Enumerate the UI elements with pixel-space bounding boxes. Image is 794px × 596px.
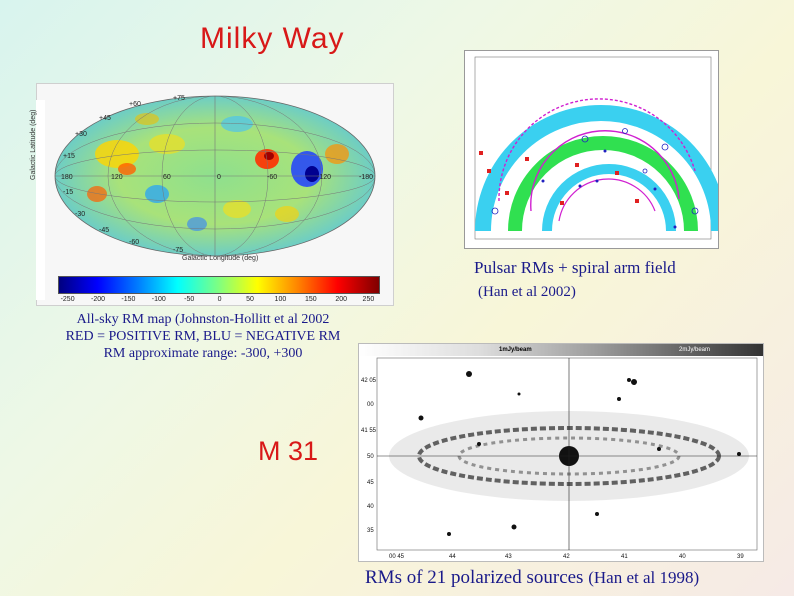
allsky-map-graphic: +75 +60 +45 +30 +15 -15 -30 -45 -60 -75 … xyxy=(54,95,376,257)
m31-beam-scale xyxy=(359,344,763,356)
rm-colorbar xyxy=(58,276,380,294)
allsky-caption-line3: RM approximate range: -300, +300 xyxy=(103,346,303,361)
dec-tick: 00 xyxy=(367,402,374,408)
lat-tick: +15 xyxy=(63,153,75,160)
ra-tick: 41 xyxy=(621,554,628,560)
lon-tick: 180 xyxy=(61,174,73,181)
pulsar-caption: Pulsar RMs + spiral arm field xyxy=(474,258,676,277)
lon-tick: 0 xyxy=(217,174,221,181)
colorbar-tick: -250 xyxy=(60,296,75,303)
colorbar-tick: 250 xyxy=(362,296,375,303)
dec-tick: 50 xyxy=(367,454,374,460)
dec-tick: 40 xyxy=(367,504,374,510)
colorbar-tick: -150 xyxy=(121,296,136,303)
dec-tick: 45 xyxy=(367,480,374,486)
lon-tick: -180 xyxy=(359,174,373,181)
ra-tick: 40 xyxy=(679,554,686,560)
m31-galaxy-graphic: 42 05 00 41 55 50 45 40 35 00 45 44 43 4… xyxy=(361,357,758,560)
ra-tick: 00 45 xyxy=(389,554,405,560)
pulsar-reference: (Han et al 2002) xyxy=(478,284,576,300)
colorbar-tick: 150 xyxy=(304,296,317,303)
colorbar-tick: -100 xyxy=(151,296,166,303)
m31-title: M 31 xyxy=(258,436,319,466)
lat-tick: +75 xyxy=(173,95,185,102)
lat-tick: -45 xyxy=(99,227,109,234)
ra-tick: 42 xyxy=(563,554,570,560)
lon-tick: 60 xyxy=(163,174,171,181)
lat-tick: +45 xyxy=(99,115,111,122)
lon-tick: -60 xyxy=(267,174,277,181)
m31-caption-reference: (Han et al 1998) xyxy=(588,568,700,587)
lon-tick: 120 xyxy=(111,174,123,181)
allsky-rm-map: +75 +60 +45 +30 +15 -15 -30 -45 -60 -75 … xyxy=(36,83,394,306)
allsky-caption: All-sky RM map (Johnston-Hollitt et al 2… xyxy=(38,311,368,362)
dec-tick: 41 55 xyxy=(361,428,377,434)
sky-map-ylabel: Galactic Latitude (deg) xyxy=(30,109,37,180)
lat-tick: -60 xyxy=(129,239,139,246)
dec-tick: 42 05 xyxy=(361,378,377,384)
lat-tick: +60 xyxy=(129,101,141,108)
dec-tick: 35 xyxy=(367,528,374,534)
allsky-caption-line1: All-sky RM map (Johnston-Hollitt et al 2… xyxy=(76,312,330,327)
beam-left-label: 1mJy/beam xyxy=(499,347,532,353)
allsky-caption-line2: RED = POSITIVE RM, BLU = NEGATIVE RM xyxy=(65,329,341,344)
sky-map-edge xyxy=(36,100,45,300)
ra-tick: 44 xyxy=(449,554,456,560)
ra-tick: 43 xyxy=(505,554,512,560)
colorbar-tick: 0 xyxy=(217,296,222,303)
lon-tick: -120 xyxy=(317,174,331,181)
m31-caption: RMs of 21 polarized sources (Han et al 1… xyxy=(365,567,699,589)
m31-caption-main: RMs of 21 polarized sources xyxy=(365,567,584,588)
lat-tick: -15 xyxy=(63,189,73,196)
colorbar-tick: 200 xyxy=(335,296,348,303)
colorbar-tick: -200 xyxy=(90,296,106,303)
pulsar-spiral-graphic xyxy=(474,56,727,240)
lat-tick: +30 xyxy=(75,131,87,138)
lat-tick: -30 xyxy=(75,211,85,218)
colorbar-tick: 100 xyxy=(274,296,287,303)
sky-map-xlabel: Galactic Longitude (deg) xyxy=(182,255,259,262)
colorbar-tick: 50 xyxy=(246,296,254,303)
milky-way-title: Milky Way xyxy=(200,22,345,55)
beam-right-label: 2mJy/beam xyxy=(679,347,711,353)
colorbar-tick: -50 xyxy=(184,296,195,303)
lat-tick: -75 xyxy=(173,247,183,254)
m31-rm-map: 1mJy/beam 2mJy/beam 42 05 00 41 55 50 45… xyxy=(358,343,764,562)
colorbar-ticks: -250 -200 -150 -100 -50 0 50 100 150 200… xyxy=(58,296,378,306)
ra-tick: 39 xyxy=(737,554,744,560)
pulsar-rm-plot xyxy=(464,50,727,249)
